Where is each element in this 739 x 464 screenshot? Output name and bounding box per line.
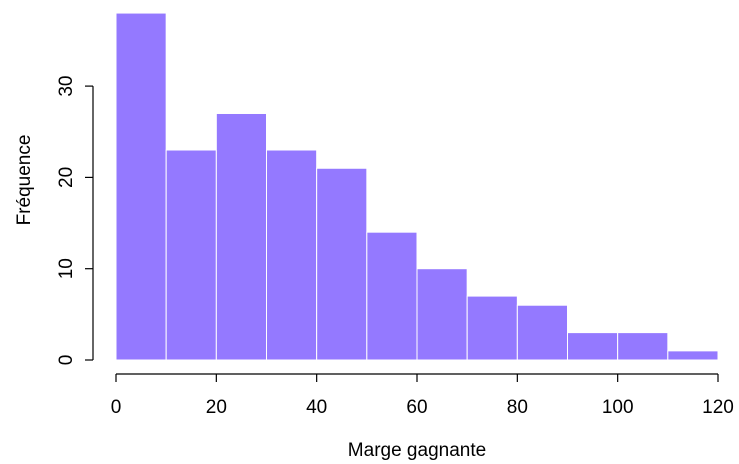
histogram-bar-9 — [567, 332, 619, 361]
y-tick-label-2: 20 — [56, 167, 77, 188]
x-tick-label-3: 60 — [406, 397, 427, 418]
x-tick-label-4: 80 — [507, 397, 528, 418]
y-tick-label-3: 30 — [56, 76, 77, 97]
histogram-bar-10 — [617, 332, 669, 361]
bars-group — [115, 12, 719, 361]
y-axis-title: Fréquence — [14, 135, 35, 226]
x-tick-label-1: 20 — [206, 397, 227, 418]
histogram-bar-3 — [266, 149, 318, 361]
histogram-bar-1 — [165, 149, 217, 361]
histogram-bar-2 — [215, 112, 267, 361]
x-tick-label-6: 120 — [702, 397, 734, 418]
histogram-bar-11 — [667, 350, 719, 361]
y-tick-label-1: 10 — [56, 258, 77, 279]
histogram-bar-0 — [115, 12, 167, 361]
histogram-bar-5 — [366, 231, 418, 361]
x-tick-label-5: 100 — [602, 397, 634, 418]
x-tick-label-0: 0 — [111, 397, 122, 418]
x-axis-title: Marge gagnante — [348, 440, 486, 461]
x-tick-label-2: 40 — [306, 397, 327, 418]
histogram-bar-7 — [466, 295, 518, 361]
y-tick-label-0: 0 — [56, 355, 77, 366]
histogram-bar-8 — [516, 304, 568, 361]
histogram-bar-6 — [416, 268, 468, 361]
x-axis: 0 20 40 60 80 100 120 — [111, 373, 734, 418]
histogram-bar-4 — [316, 167, 368, 361]
y-axis: 0 10 20 30 — [56, 76, 94, 366]
